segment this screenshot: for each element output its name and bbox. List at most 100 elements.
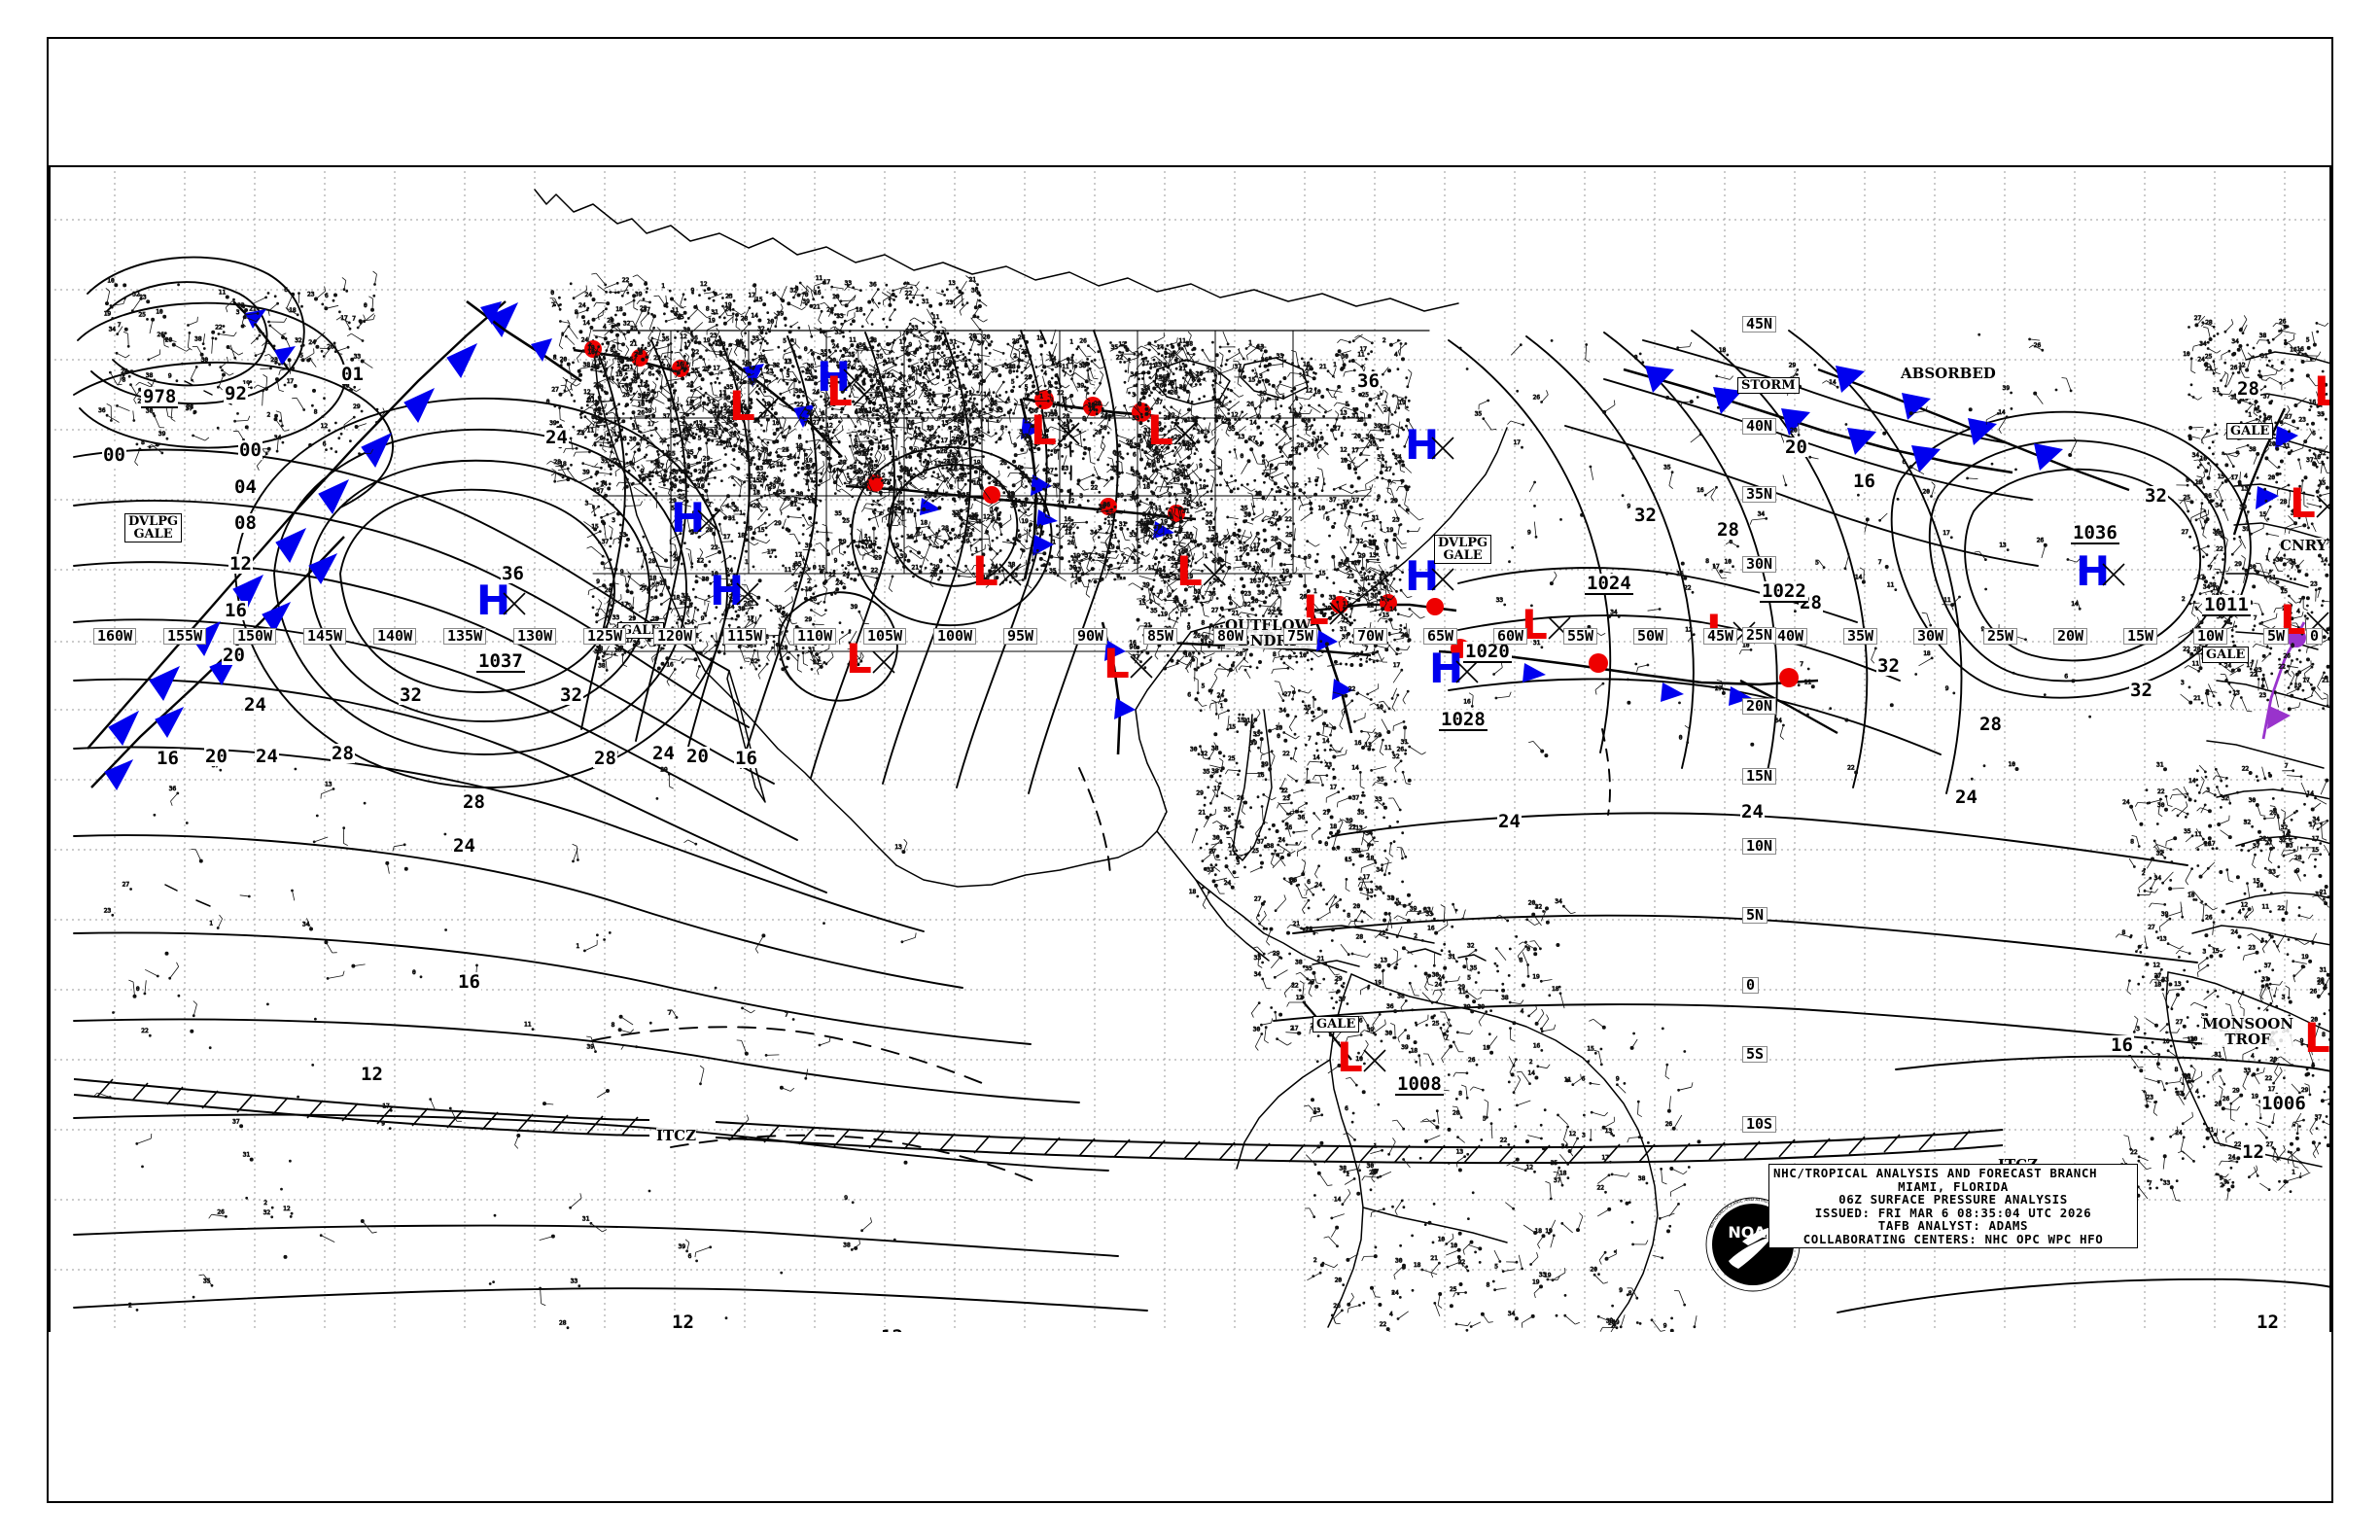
svg-text:22: 22 bbox=[796, 402, 804, 408]
svg-text:18: 18 bbox=[805, 457, 813, 464]
svg-text:16: 16 bbox=[810, 596, 818, 603]
longitude-label-155w: 155W bbox=[163, 628, 206, 645]
svg-text:14: 14 bbox=[814, 444, 822, 451]
latitude-label-5s: 5S bbox=[1742, 1046, 1768, 1063]
svg-text:1: 1 bbox=[661, 283, 665, 290]
latitude-label-25n: 25N bbox=[1742, 627, 1776, 644]
isobar-label-38: 32 bbox=[1633, 506, 1658, 525]
longitude-label-135w: 135W bbox=[443, 628, 486, 645]
longitude-label-55w: 55W bbox=[1563, 628, 1597, 645]
svg-text:0: 0 bbox=[805, 292, 809, 298]
svg-text:34: 34 bbox=[686, 619, 694, 626]
svg-text:35: 35 bbox=[617, 358, 625, 365]
svg-text:28: 28 bbox=[741, 316, 749, 323]
title-line-6: COLLABORATING CENTERS: NHC OPC WPC HFO bbox=[1773, 1233, 2133, 1246]
isobar-label-55: 1006 bbox=[2260, 1094, 2307, 1113]
svg-text:35: 35 bbox=[752, 335, 760, 342]
svg-text:22: 22 bbox=[1091, 484, 1099, 491]
low-pressure-symbol-9: L bbox=[826, 374, 853, 409]
svg-text:1: 1 bbox=[745, 559, 749, 566]
isobar-label-12: 24 bbox=[255, 747, 279, 766]
svg-text:31: 31 bbox=[728, 515, 736, 522]
svg-text:27: 27 bbox=[677, 615, 684, 622]
isobar-label-23: 16 bbox=[734, 749, 758, 768]
latitude-label-10n: 10N bbox=[1742, 838, 1776, 855]
svg-text:39: 39 bbox=[645, 408, 652, 415]
pressure-center-cross-9 bbox=[852, 382, 877, 407]
pressure-center-cross-5 bbox=[1430, 567, 1455, 592]
svg-text:19: 19 bbox=[910, 400, 918, 406]
isobar-label-6: 12 bbox=[228, 554, 253, 574]
svg-text:9: 9 bbox=[854, 438, 858, 445]
svg-text:23: 23 bbox=[653, 355, 661, 362]
svg-text:15: 15 bbox=[757, 527, 765, 534]
svg-text:2: 2 bbox=[807, 578, 811, 585]
isobar-label-25: 12 bbox=[360, 1065, 384, 1084]
svg-text:31: 31 bbox=[746, 473, 753, 480]
svg-text:0: 0 bbox=[550, 290, 554, 297]
svg-text:29: 29 bbox=[607, 318, 614, 325]
isobar-label-20: 24 bbox=[651, 744, 676, 763]
svg-text:0: 0 bbox=[813, 564, 817, 571]
svg-text:5: 5 bbox=[698, 436, 702, 442]
latitude-label-5n: 5N bbox=[1742, 907, 1768, 924]
svg-text:28: 28 bbox=[927, 425, 934, 432]
svg-text:9: 9 bbox=[620, 569, 624, 576]
svg-text:29: 29 bbox=[839, 539, 847, 545]
title-line-4: ISSUED: FRI MAR 6 08:35:04 UTC 2026 bbox=[1773, 1207, 2133, 1220]
svg-text:39: 39 bbox=[683, 596, 691, 603]
svg-text:37: 37 bbox=[602, 539, 610, 545]
svg-text:2: 2 bbox=[1071, 498, 1075, 505]
isobar-label-8: 20 bbox=[222, 646, 246, 665]
longitude-label-40w: 40W bbox=[1773, 628, 1807, 645]
svg-text:39: 39 bbox=[805, 542, 813, 549]
isobar-label-26: 12 bbox=[671, 1312, 695, 1332]
svg-text:19: 19 bbox=[961, 402, 968, 408]
isobar-label-16: 1037 bbox=[476, 651, 525, 673]
isobar-label-7: 16 bbox=[224, 601, 248, 620]
longitude-label-115w: 115W bbox=[723, 628, 766, 645]
svg-text:29: 29 bbox=[938, 413, 946, 420]
svg-text:14: 14 bbox=[751, 313, 758, 320]
svg-text:34: 34 bbox=[847, 561, 855, 568]
svg-text:35: 35 bbox=[935, 335, 943, 342]
svg-text:13: 13 bbox=[948, 280, 956, 287]
latitude-label-30n: 30N bbox=[1742, 556, 1776, 573]
latitude-label-45n: 45N bbox=[1742, 316, 1776, 332]
svg-text:17: 17 bbox=[713, 366, 720, 372]
svg-text:30: 30 bbox=[822, 450, 829, 457]
svg-text:11: 11 bbox=[1088, 402, 1096, 409]
isobar-label-13: 28 bbox=[331, 744, 355, 763]
longitude-label-150w: 150W bbox=[233, 628, 276, 645]
svg-text:37: 37 bbox=[596, 488, 604, 495]
svg-text:31: 31 bbox=[601, 458, 609, 465]
svg-text:7: 7 bbox=[922, 437, 926, 443]
svg-text:39: 39 bbox=[777, 311, 785, 318]
longitude-label-35w: 35W bbox=[1843, 628, 1877, 645]
svg-text:11: 11 bbox=[816, 275, 823, 282]
pressure-center-cross-21 bbox=[2315, 494, 2331, 519]
longitude-label-145w: 145W bbox=[303, 628, 346, 645]
svg-text:31: 31 bbox=[808, 647, 816, 653]
svg-text:3: 3 bbox=[870, 336, 874, 343]
svg-text:5: 5 bbox=[878, 422, 882, 429]
svg-text:29: 29 bbox=[875, 555, 883, 562]
svg-text:18: 18 bbox=[738, 532, 746, 539]
longitude-label-65w: 65W bbox=[1423, 628, 1457, 645]
svg-text:13: 13 bbox=[934, 461, 942, 468]
svg-text:3: 3 bbox=[787, 372, 790, 379]
svg-text:14: 14 bbox=[669, 551, 677, 558]
svg-text:39: 39 bbox=[900, 553, 908, 560]
svg-text:17: 17 bbox=[648, 421, 655, 428]
svg-text:10: 10 bbox=[767, 319, 775, 326]
svg-text:35: 35 bbox=[662, 336, 670, 343]
svg-text:9: 9 bbox=[797, 447, 801, 454]
map-annotation-absorbed: ABSORBED bbox=[1901, 366, 1996, 381]
svg-text:9: 9 bbox=[676, 405, 680, 412]
svg-text:0: 0 bbox=[671, 482, 675, 489]
svg-text:17: 17 bbox=[683, 342, 691, 349]
surface-analysis-map[interactable]: 1122681132151813372626129353371719359322… bbox=[49, 165, 2331, 1332]
map-annotation-gale: GALE bbox=[2202, 647, 2249, 663]
svg-text:39: 39 bbox=[635, 292, 643, 298]
svg-text:24: 24 bbox=[578, 302, 586, 309]
